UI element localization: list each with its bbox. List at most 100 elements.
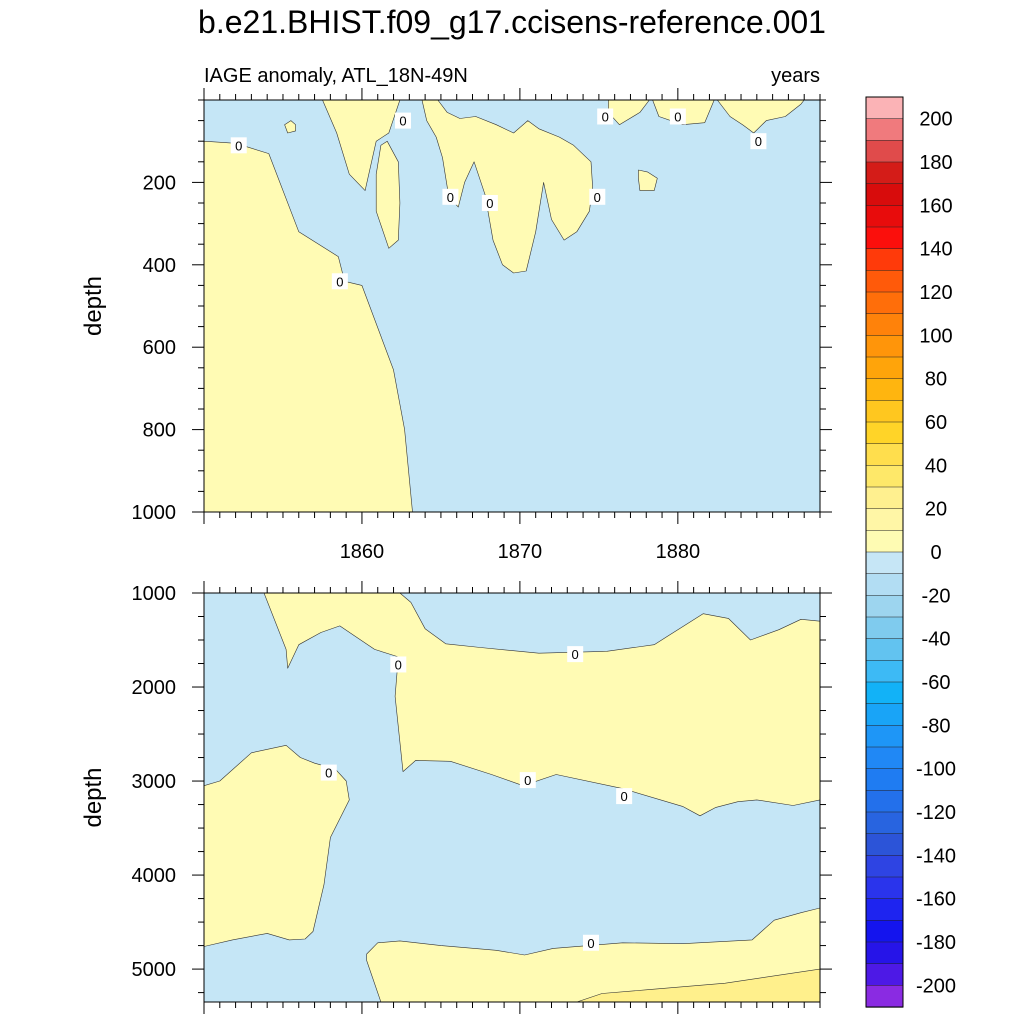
colorbar-swatch	[865, 118, 904, 141]
colorbar-swatch	[865, 833, 904, 856]
top-panel-depth-0-1000: 0 0 0 0 0 0 0 0 0 1860 1870 1880 200 400 600 800 1000 dep…	[80, 88, 832, 563]
colorbar-label: -60	[922, 672, 951, 694]
colorbar-label: 140	[919, 239, 952, 261]
colorbar-swatch	[865, 356, 904, 380]
svg-text:0: 0	[395, 657, 402, 672]
contour-label-zero: 0	[230, 137, 247, 154]
colorbar-label: -40	[922, 629, 951, 651]
svg-text:0: 0	[755, 134, 762, 149]
y-tick-label: 400	[143, 255, 176, 277]
contour-label-zero: 0	[589, 188, 606, 205]
colorbar-swatch	[865, 768, 904, 791]
positive-anomaly-region	[638, 169, 658, 191]
x-tick-label: 1860	[340, 541, 385, 563]
contour-label-zero: 0	[597, 108, 614, 125]
colorbar-swatch	[865, 963, 904, 986]
colorbar-swatch	[865, 400, 904, 423]
colorbar-swatch	[865, 985, 904, 1008]
contour-label-zero: 0	[616, 788, 633, 805]
colorbar-swatch	[865, 335, 904, 358]
chart-units-label: years	[771, 65, 820, 87]
colorbar-label: 0	[930, 542, 941, 564]
colorbar-swatch	[865, 746, 904, 770]
colorbar-label: 160	[919, 195, 952, 217]
y-tick-label: 800	[143, 420, 176, 442]
y-tick-label: 600	[143, 337, 176, 359]
colorbar-swatch	[865, 183, 904, 206]
colorbar-swatch	[865, 140, 904, 163]
strong-positive-anomaly-region	[576, 968, 820, 1002]
colorbar-swatch	[865, 378, 904, 401]
contour-label-zero: 0	[582, 934, 599, 951]
svg-text:0: 0	[524, 773, 531, 788]
contour-label-zero: 0	[519, 772, 536, 789]
colorbar-swatch	[865, 790, 904, 813]
colorbar-swatch	[865, 681, 904, 705]
svg-text:0: 0	[486, 196, 493, 211]
contour-label-zero: 0	[567, 646, 584, 663]
svg-text:0: 0	[325, 766, 332, 781]
colorbar-swatch	[865, 855, 904, 878]
colorbar-swatch	[865, 703, 904, 726]
svg-text:0: 0	[235, 138, 242, 153]
contour-label-zero: 0	[390, 656, 407, 673]
y-tick-label: 1000	[132, 583, 177, 605]
x-tick-label: 1880	[656, 541, 701, 563]
colorbar-label: 60	[925, 412, 947, 434]
plot-frame	[203, 592, 821, 1003]
x-tick-label: 1870	[498, 541, 543, 563]
colorbar-swatch	[865, 725, 904, 748]
colorbar-label: 40	[925, 455, 947, 477]
contour-label-zero: 0	[320, 764, 337, 781]
chart-title: b.e21.BHIST.f09_g17.ccisens-reference.00…	[198, 4, 826, 40]
colorbar-swatch	[865, 551, 904, 575]
colorbar-swatch	[865, 226, 904, 250]
colorbar-legend: 200180160140120100806040200-20-40-60-80-…	[865, 96, 956, 1008]
positive-anomaly-region	[204, 744, 350, 947]
colorbar-swatch	[865, 941, 904, 965]
colorbar-swatch	[865, 248, 904, 271]
svg-text:0: 0	[447, 190, 454, 205]
y-axis-label: depth	[80, 767, 107, 827]
positive-anomaly-region	[284, 120, 296, 134]
svg-text:0: 0	[621, 789, 628, 804]
colorbar-swatch	[865, 443, 904, 466]
svg-text:0: 0	[572, 647, 579, 662]
positive-anomaly-region	[263, 593, 820, 817]
positive-anomaly-region	[421, 100, 593, 274]
colorbar-swatch	[865, 530, 904, 553]
contour-label-zero: 0	[442, 188, 459, 205]
y-tick-label: 5000	[132, 959, 177, 981]
positive-anomaly-region	[366, 907, 820, 1002]
colorbar-label: 120	[919, 282, 952, 304]
svg-text:0: 0	[587, 936, 594, 951]
colorbar-label: 100	[919, 325, 952, 347]
colorbar-swatch	[865, 638, 904, 661]
colorbar-label: -140	[916, 845, 956, 867]
colorbar-swatch	[865, 616, 904, 640]
contour-label-zero: 0	[750, 133, 767, 150]
y-axis-label: depth	[80, 276, 107, 336]
svg-text:0: 0	[336, 274, 343, 289]
colorbar-swatch	[865, 508, 904, 531]
svg-text:0: 0	[594, 190, 601, 205]
contour-label-zero: 0	[331, 273, 348, 290]
colorbar-swatch	[865, 96, 904, 120]
colorbar-swatch	[865, 205, 904, 228]
colorbar-label: -200	[916, 975, 956, 997]
contour-label-zero: 0	[481, 195, 498, 211]
bottom-panel-depth-1000-5350: 0 0 0 0 0 0 1000 2000 3000 4000 5000 depth	[80, 581, 832, 1014]
colorbar-label: 180	[919, 152, 952, 174]
positive-anomaly-region	[375, 140, 401, 249]
colorbar-label: 20	[925, 499, 947, 521]
y-tick-label: 200	[143, 172, 176, 194]
positive-anomaly-region	[716, 100, 805, 134]
colorbar-swatch	[865, 660, 904, 683]
y-tick-label: 2000	[132, 677, 177, 699]
colorbar-label: 80	[925, 369, 947, 391]
colorbar-swatch	[865, 313, 904, 336]
y-tick-label: 3000	[132, 771, 177, 793]
chart-subtitle-left: IAGE anomaly, ATL_18N-49N	[204, 65, 468, 87]
colorbar-label: 200	[919, 109, 952, 131]
colorbar-label: -120	[916, 802, 956, 824]
